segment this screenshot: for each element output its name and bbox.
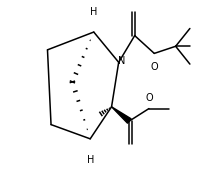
Text: O: O — [151, 62, 158, 72]
Text: N: N — [118, 56, 125, 66]
Polygon shape — [111, 107, 131, 123]
Text: H: H — [87, 155, 94, 165]
Text: O: O — [145, 93, 153, 103]
Text: H: H — [90, 7, 97, 17]
